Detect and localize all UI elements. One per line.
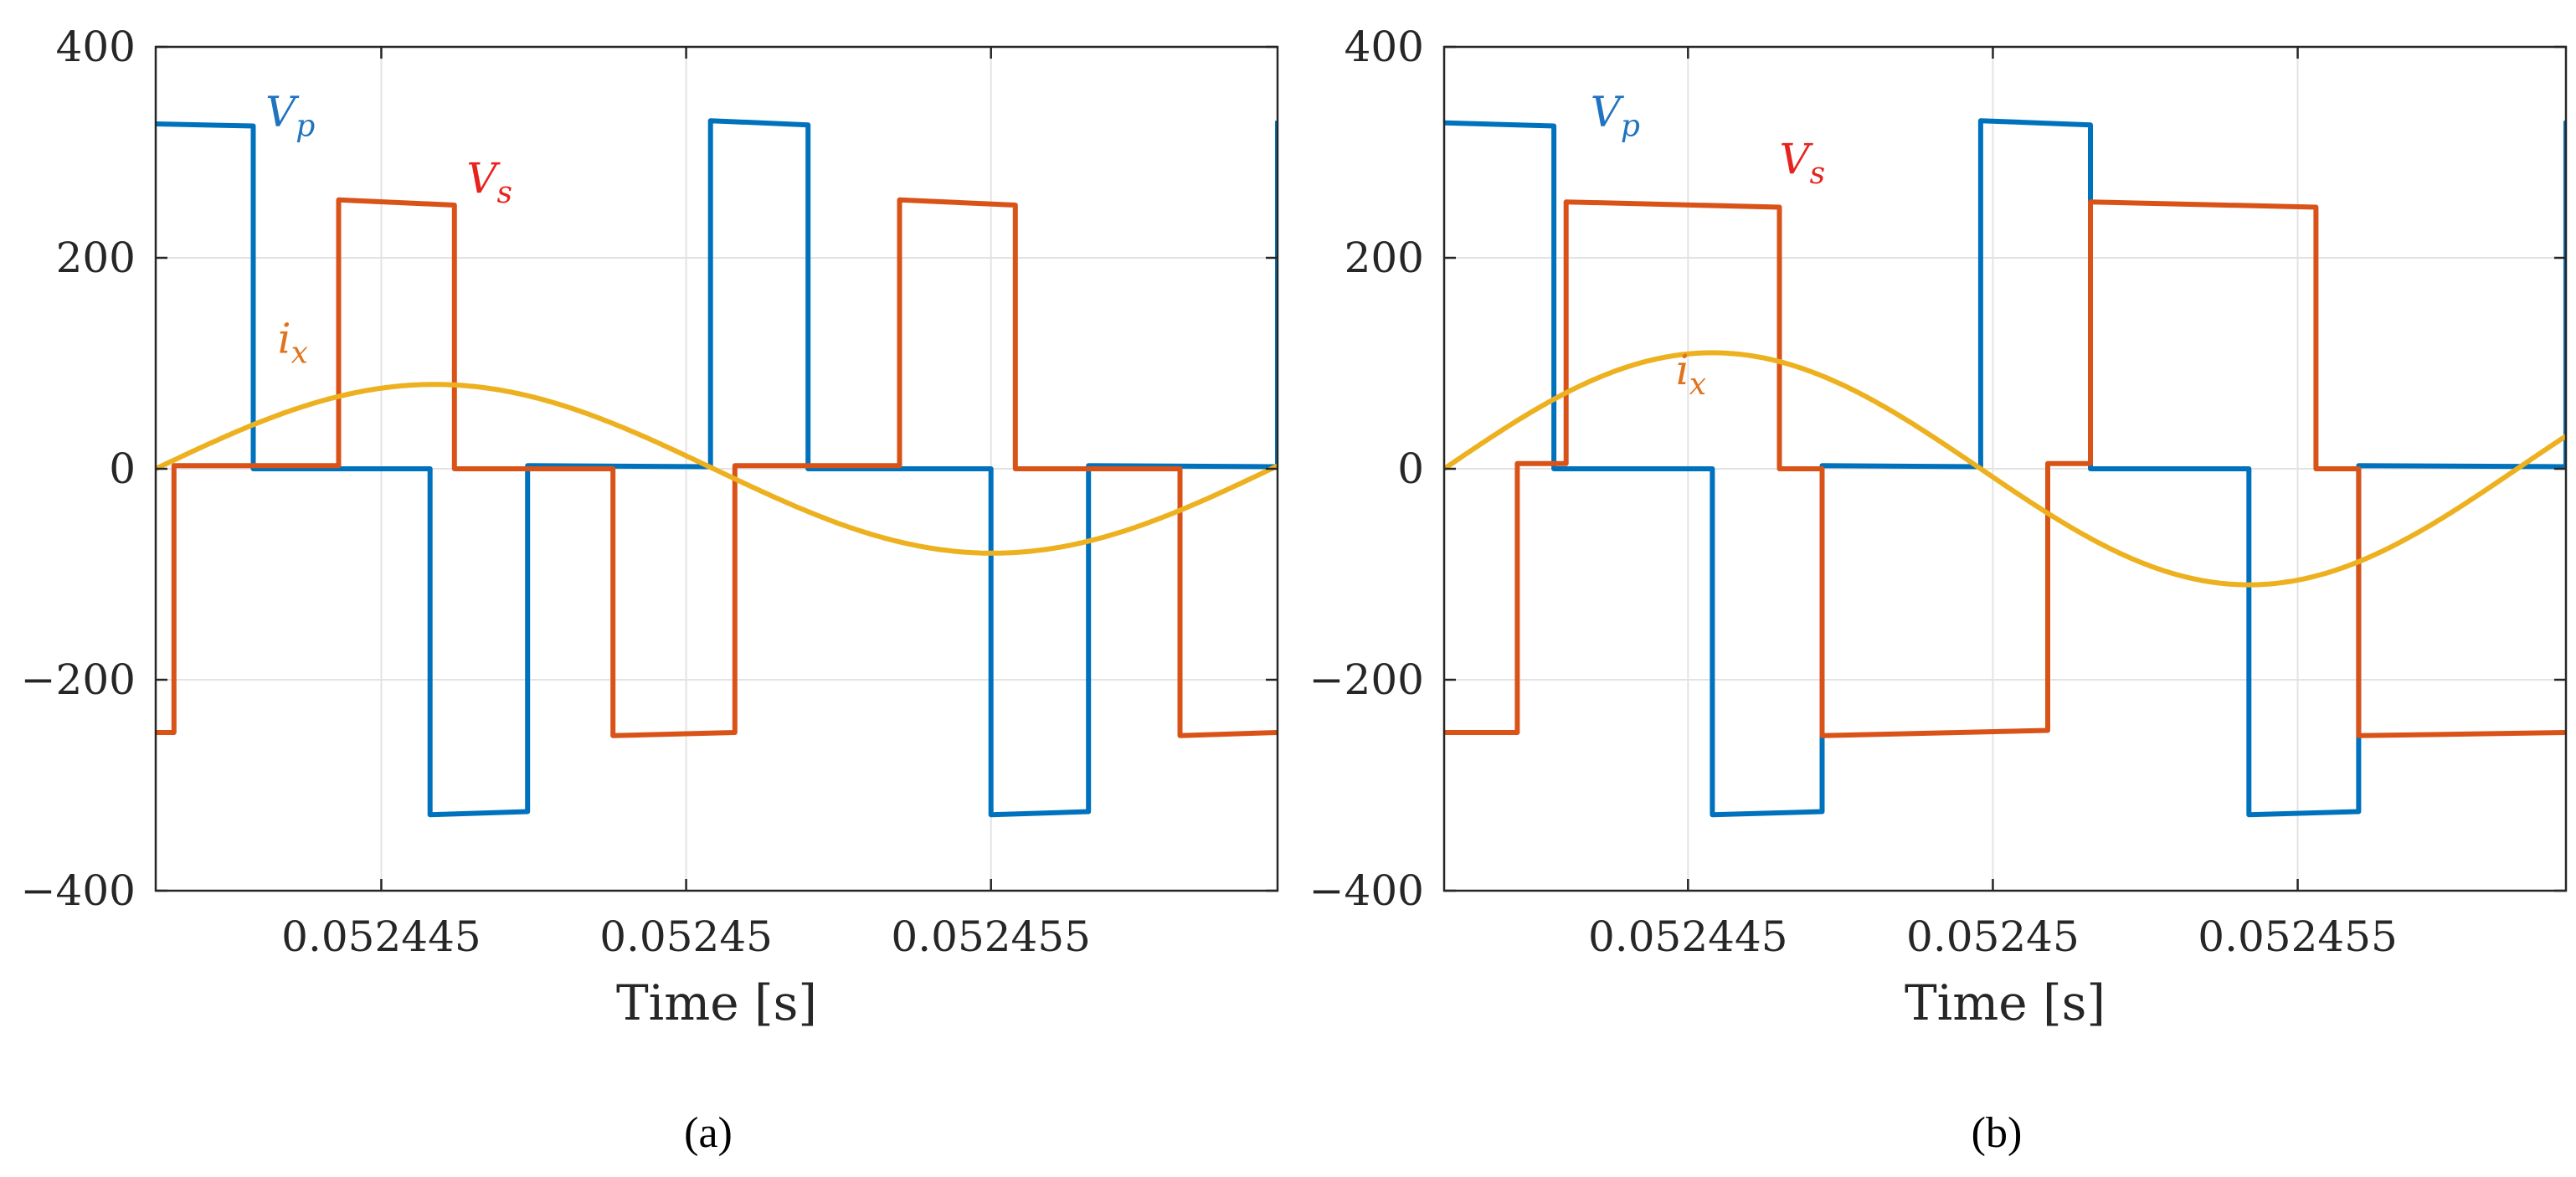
- plot-area: [1444, 118, 2566, 818]
- chart-panel-b: 0.052445 0.05245 0.052455 400 200 0 −200 −400 Ti…: [1288, 0, 2576, 1177]
- x-tick-label: 0.05245: [1906, 912, 2080, 961]
- series-line-ix: [156, 382, 1278, 556]
- y-tick-label: 200: [56, 234, 136, 282]
- series-line-ix: [1444, 350, 2566, 588]
- x-tick-label: 0.052445: [281, 912, 481, 961]
- x-tick-label: 0.052455: [2198, 912, 2398, 961]
- series-line-Vs: [156, 197, 1278, 738]
- annotation-Vs: Vs: [466, 154, 512, 210]
- x-tick-label: 0.05245: [599, 912, 773, 961]
- y-tick-label: 0: [1397, 445, 1424, 493]
- chart-a-svg: 0.052445 0.05245 0.052455 400 200 0 −200 −400 Ti…: [21, 23, 1279, 1157]
- y-tick-label: −400: [21, 866, 136, 915]
- y-tick-label: −200: [1309, 655, 1424, 704]
- x-axis-label: Time [s]: [616, 974, 817, 1031]
- series-line-Vp: [156, 118, 1278, 818]
- series-line-Vp: [1444, 118, 2566, 818]
- y-tick-label: 400: [56, 23, 136, 71]
- y-tick-label: −400: [1309, 866, 1424, 915]
- panel-caption: (a): [684, 1109, 733, 1157]
- annotation-Vp: Vp: [265, 88, 315, 144]
- y-tick-label: −200: [21, 655, 136, 704]
- plot-area: [156, 118, 1278, 818]
- series-line-Vs: [1444, 199, 2566, 738]
- x-tick-label: 0.052455: [891, 912, 1091, 961]
- y-tick-label: 200: [1345, 234, 1424, 282]
- y-tick-label: 0: [109, 445, 136, 493]
- x-tick-label: 0.052445: [1588, 912, 1788, 961]
- x-axis-label: Time [s]: [1905, 974, 2106, 1031]
- chart-b-svg: 0.052445 0.05245 0.052455 400 200 0 −200 −400 Ti…: [1309, 23, 2568, 1157]
- annotation-Vp: Vp: [1591, 88, 1640, 144]
- chart-panel-a: 0.052445 0.05245 0.052455 400 200 0 −200 −400 Ti…: [21, 23, 1279, 1157]
- annotation-ix: ix: [1676, 346, 1706, 402]
- y-tick-label: 400: [1345, 23, 1424, 71]
- panel-caption: (b): [1972, 1109, 2023, 1157]
- annotation-Vs: Vs: [1780, 135, 1826, 191]
- annotation-ix: ix: [278, 314, 308, 370]
